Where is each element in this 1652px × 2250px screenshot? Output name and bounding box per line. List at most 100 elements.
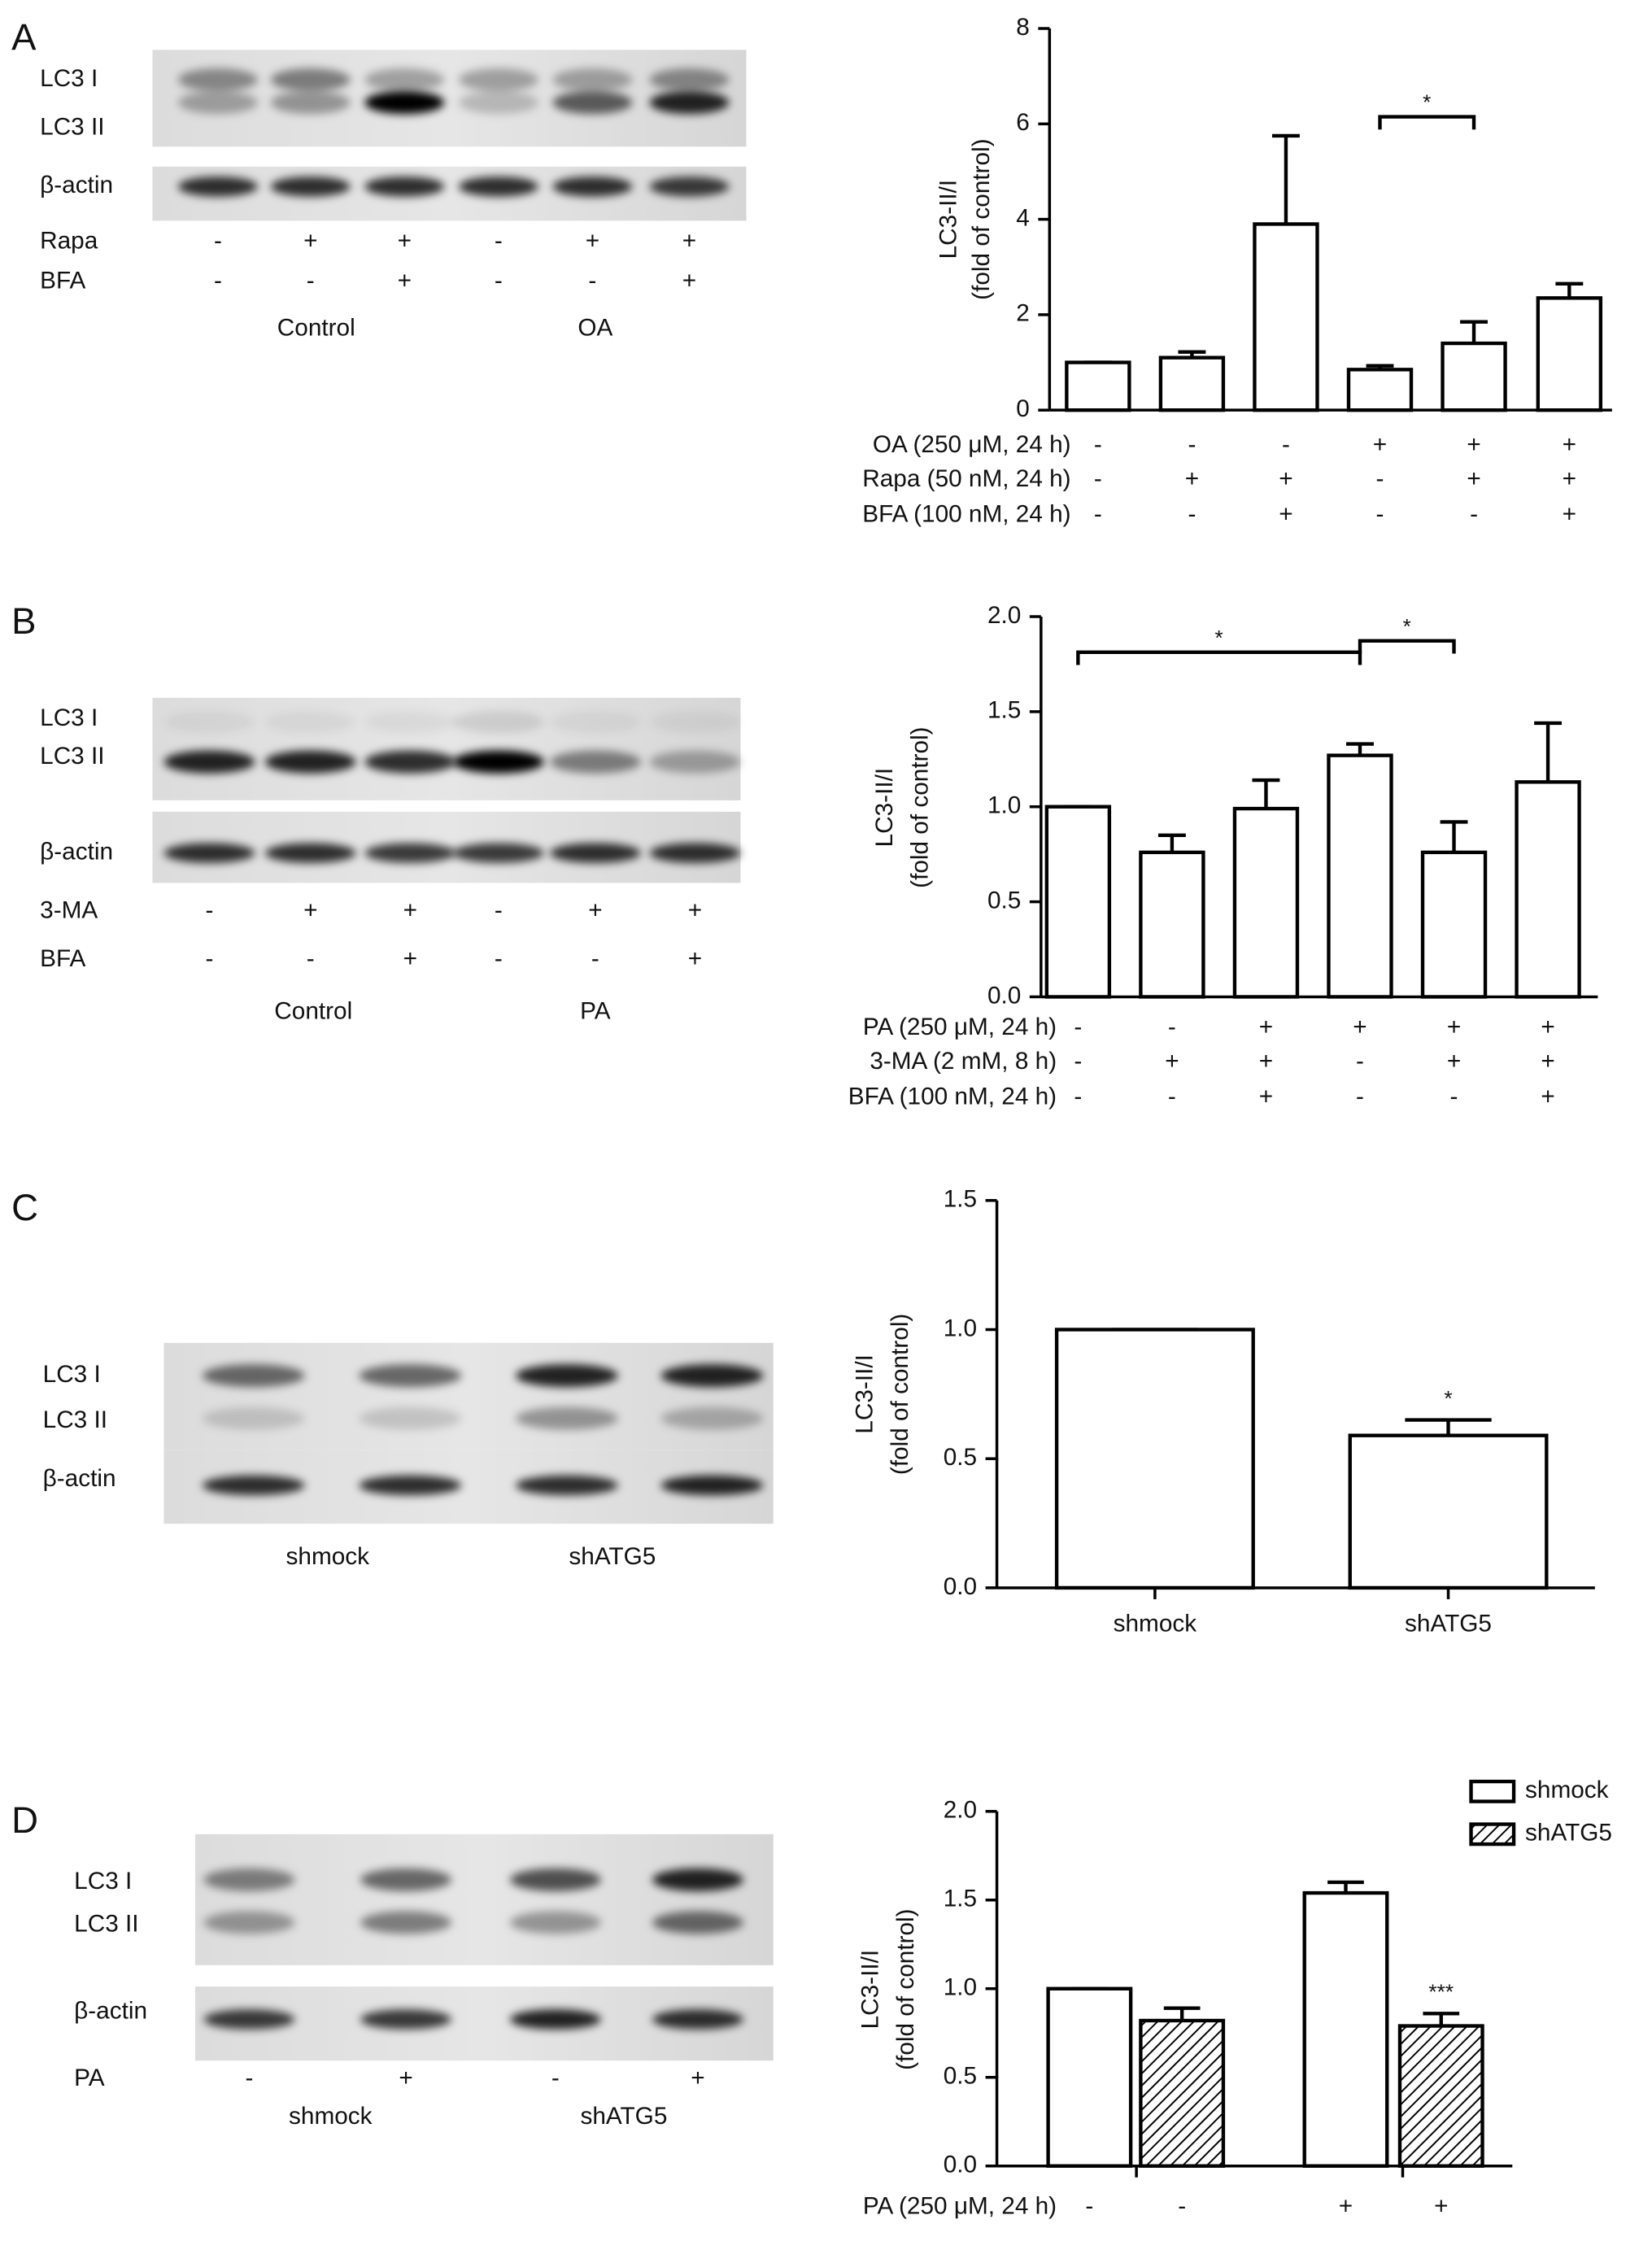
bar bbox=[1158, 355, 1226, 412]
condition-sign: + bbox=[1259, 1048, 1273, 1075]
blot-band bbox=[515, 1364, 618, 1388]
bar bbox=[1253, 222, 1319, 412]
condition-sign: + bbox=[398, 267, 412, 294]
blot-band bbox=[270, 177, 351, 197]
blot-band bbox=[364, 177, 445, 197]
blot-band bbox=[264, 710, 356, 734]
blot-band bbox=[452, 750, 544, 774]
significance-label: * bbox=[1423, 90, 1431, 115]
group-label: OA bbox=[578, 314, 612, 341]
panel-label: D bbox=[11, 1799, 38, 1841]
condition-label: Rapa (50 nM, 24 h) bbox=[862, 465, 1070, 492]
error-bar bbox=[1460, 320, 1488, 344]
condition-sign: - bbox=[307, 267, 315, 294]
condition-sign: - bbox=[588, 267, 596, 294]
blot-band bbox=[202, 1475, 305, 1496]
condition-sign: + bbox=[1467, 465, 1480, 492]
error-bar bbox=[1534, 721, 1563, 783]
condition-sign: - bbox=[206, 945, 214, 972]
error-bar bbox=[1346, 742, 1374, 756]
bar bbox=[1302, 1890, 1389, 2168]
significance-label: * bbox=[1403, 614, 1411, 639]
blot-band bbox=[364, 710, 456, 734]
error-bar bbox=[1423, 2012, 1460, 2026]
y-axis-label: LC3-II/I bbox=[871, 768, 898, 848]
band-label: LC3 II bbox=[43, 1406, 107, 1433]
group-label: PA bbox=[580, 998, 611, 1025]
blot-band bbox=[163, 750, 255, 774]
blot-band bbox=[177, 68, 258, 92]
condition-sign: - bbox=[1282, 431, 1290, 458]
condition-sign: + bbox=[1185, 465, 1199, 492]
x-tick-label: shmock bbox=[1114, 1610, 1197, 1637]
condition-sign: + bbox=[1541, 1084, 1554, 1110]
condition-label: OA (250 μM, 24 h) bbox=[873, 431, 1071, 458]
bar bbox=[1046, 1986, 1133, 2168]
condition-sign: + bbox=[303, 227, 317, 254]
y-axis-label: (fold of control) bbox=[968, 138, 995, 299]
condition-sign: - bbox=[214, 267, 222, 294]
blot-background bbox=[163, 1342, 774, 1450]
blot-band bbox=[549, 843, 641, 863]
blot-background bbox=[152, 166, 747, 221]
panel-label: B bbox=[11, 600, 36, 642]
blot-band bbox=[660, 1475, 764, 1496]
blot-band bbox=[364, 750, 456, 774]
blot-band bbox=[360, 1911, 452, 1934]
group-label: shATG5 bbox=[580, 2103, 667, 2130]
condition-sign: + bbox=[682, 227, 696, 254]
condition-sign: - bbox=[1450, 1084, 1458, 1110]
group-label: Control bbox=[277, 314, 355, 341]
condition-sign: - bbox=[495, 267, 503, 294]
band-label: LC3 I bbox=[40, 65, 98, 92]
band-label: β-actin bbox=[74, 1998, 147, 2025]
condition-sign: - bbox=[1356, 1048, 1364, 1075]
error-bar bbox=[1440, 820, 1468, 852]
condition-sign: - bbox=[495, 945, 503, 972]
legend-swatch bbox=[1469, 1822, 1516, 1847]
condition-sign: + bbox=[1447, 1014, 1461, 1040]
significance-bracket bbox=[1076, 650, 1362, 665]
blot-band bbox=[364, 91, 445, 115]
y-tick-label: 0 bbox=[1016, 395, 1030, 422]
condition-sign: + bbox=[691, 2065, 704, 2091]
blot-band bbox=[270, 68, 351, 92]
blot-band bbox=[163, 843, 255, 863]
blot-band bbox=[452, 710, 544, 734]
bar bbox=[1536, 296, 1603, 412]
y-tick-label: 1.0 bbox=[944, 1315, 977, 1341]
condition-sign: + bbox=[688, 896, 702, 923]
blot-band bbox=[652, 2009, 743, 2030]
band-label: LC3 II bbox=[74, 1911, 138, 1938]
group-label: shmock bbox=[289, 2103, 373, 2130]
blot-band bbox=[552, 177, 633, 197]
blot-band bbox=[359, 1364, 462, 1388]
condition-sign: + bbox=[1353, 1014, 1366, 1040]
error-bar bbox=[1163, 2006, 1201, 2021]
blot-band bbox=[458, 177, 538, 197]
y-tick-label: 0.0 bbox=[987, 982, 1021, 1009]
y-axis-label: (fold of control) bbox=[892, 1908, 919, 2069]
condition-sign: - bbox=[1074, 1084, 1082, 1110]
condition-sign: - bbox=[1074, 1048, 1082, 1075]
blot-band bbox=[264, 750, 356, 774]
condition-sign: + bbox=[682, 267, 696, 294]
error-bar bbox=[1272, 133, 1300, 225]
condition-sign: - bbox=[1376, 501, 1384, 528]
blot-band bbox=[452, 843, 544, 863]
blot-band bbox=[203, 2009, 295, 2030]
error-bar bbox=[1252, 778, 1280, 809]
y-tick-label: 0.5 bbox=[944, 2063, 977, 2090]
condition-sign: - bbox=[1356, 1084, 1364, 1110]
condition-sign: - bbox=[551, 2065, 560, 2091]
condition-sign: + bbox=[303, 896, 317, 923]
band-label: LC3 I bbox=[43, 1361, 101, 1388]
bar bbox=[1139, 2018, 1226, 2168]
blot-band bbox=[203, 1911, 295, 1934]
band-label: β-actin bbox=[40, 172, 113, 198]
blot-band bbox=[509, 1868, 601, 1891]
blot-band bbox=[364, 843, 456, 863]
significance-label: * bbox=[1215, 626, 1223, 650]
significance-bracket bbox=[1358, 639, 1456, 654]
blot-band bbox=[515, 1475, 618, 1496]
